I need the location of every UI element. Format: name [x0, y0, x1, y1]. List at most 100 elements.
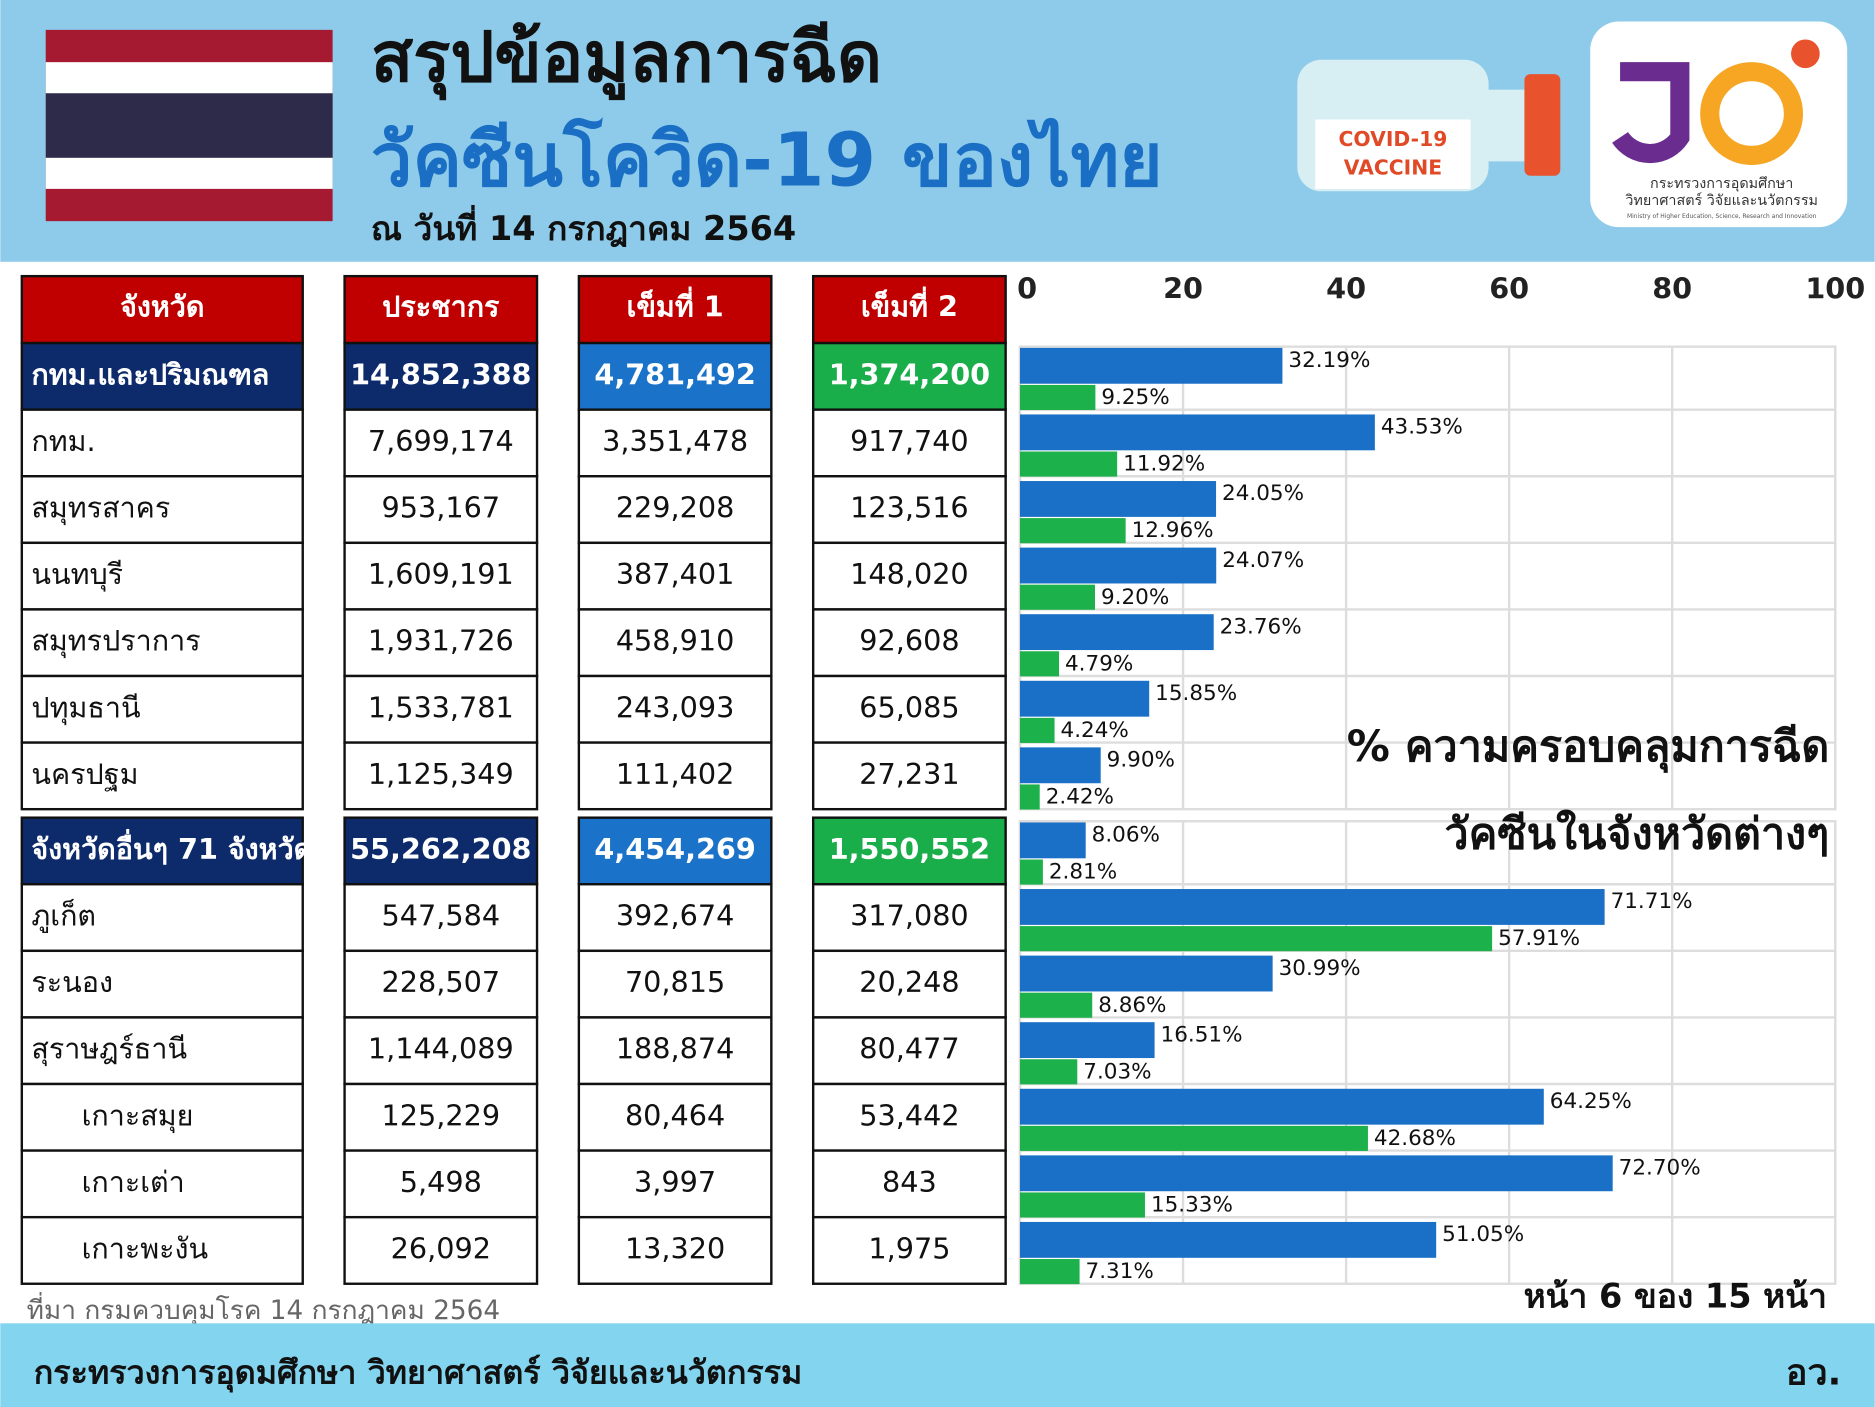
total-text: จังหวัดอื่นๆ 71 จังหวัด: [31, 828, 312, 866]
cell: [811, 408, 1007, 478]
cell: [20, 883, 304, 953]
bar: [1019, 384, 1096, 411]
cell-text: 148,020: [850, 557, 969, 591]
total-text: 1,550,552: [829, 832, 990, 866]
value-label: 2.81%: [1049, 860, 1117, 885]
cell-text: เกาะเต่า: [82, 1165, 185, 1199]
cell: [811, 608, 1007, 678]
bar: [1019, 1125, 1368, 1151]
total-cell: [577, 816, 773, 886]
cell: [811, 541, 1007, 611]
cell: [577, 883, 773, 953]
value-label: 7.31%: [1086, 1259, 1154, 1284]
cell-text: 92,608: [859, 624, 959, 658]
cell-text: นนทบุรี: [31, 557, 123, 592]
total-cell: [577, 341, 773, 411]
cell-text: 243,093: [616, 690, 735, 724]
value-label: 2.42%: [1046, 785, 1114, 810]
cell: [343, 1215, 539, 1285]
cell: [20, 1082, 304, 1152]
cell-text: 70,815: [625, 965, 725, 999]
value-label: 12.96%: [1132, 518, 1214, 543]
chart-title: % ความครอบคลุมการฉีด: [1347, 722, 1830, 774]
cell: [577, 408, 773, 478]
cell-text: 229,208: [616, 491, 735, 525]
cell-text: 3,351,478: [602, 424, 748, 458]
ministry-short: อว.: [1786, 1353, 1841, 1394]
value-label: 72.70%: [1619, 1156, 1701, 1181]
header-cell: [20, 274, 304, 345]
cell: [343, 475, 539, 545]
cell-text: ปทุมธานี: [31, 690, 140, 725]
bar: [1019, 584, 1095, 610]
total-cell: [20, 816, 304, 886]
footer-band: [0, 1323, 1875, 1407]
header-text: จังหวัด: [120, 289, 204, 323]
logo: กระทรวงการอุดมศึกษา วิทยาศาสตร์ วิจัยและ…: [1590, 21, 1848, 228]
bar: [1019, 1022, 1155, 1059]
bar: [1019, 992, 1093, 1018]
cell: [20, 949, 304, 1019]
value-label: 9.20%: [1101, 585, 1169, 610]
bar: [1019, 614, 1214, 651]
title-line1: สรุปข้อมูลการฉีด: [371, 18, 882, 101]
cell: [343, 608, 539, 678]
table: จังหวัด ประชากร เข็มที่ 1 เข็มที่ 2 กทม.และป…: [20, 274, 1007, 1285]
cell-text: 3,997: [634, 1165, 716, 1199]
bar: [1019, 414, 1375, 451]
cell: [20, 541, 304, 611]
cell: [811, 883, 1007, 953]
cell-text: เกาะสมุย: [82, 1098, 194, 1133]
badge-text: COVID-19: [1339, 127, 1448, 151]
value-label: 15.85%: [1155, 681, 1237, 706]
ministry: กระทรวงการอุดมศึกษา วิทยาศาสตร์ วิจัยและ…: [34, 1354, 803, 1394]
cell: [20, 408, 304, 478]
value-label: 8.86%: [1098, 993, 1166, 1018]
value-label: 9.90%: [1107, 748, 1175, 773]
cell-text: 1,931,726: [368, 624, 514, 658]
cell-text: 1,609,191: [368, 557, 514, 591]
page-number: หน้า 6 ของ 15 หน้า: [1524, 1277, 1827, 1316]
chart-title: วัคซีนในจังหวัดต่างๆ: [1444, 808, 1829, 859]
value-label: 7.03%: [1083, 1059, 1151, 1084]
bar: [1019, 955, 1273, 992]
header-text: เข็มที่ 1: [627, 285, 724, 323]
value-label: 8.06%: [1092, 823, 1160, 848]
cell: [577, 949, 773, 1019]
cell: [811, 1215, 1007, 1285]
cell: [811, 949, 1007, 1019]
value-label: 43.53%: [1381, 415, 1463, 440]
cell-text: สมุทรปราการ: [31, 624, 200, 659]
cell-text: 5,498: [400, 1165, 482, 1199]
cell-text: 125,229: [382, 1098, 501, 1132]
cell-text: 123,516: [850, 491, 969, 525]
cell-text: 65,085: [859, 690, 959, 724]
cell: [343, 741, 539, 811]
x-tick-label: 60: [1489, 271, 1529, 305]
cell-text: 317,080: [850, 899, 969, 933]
cell: [343, 883, 539, 953]
cell-text: 27,231: [859, 757, 959, 791]
cell: [343, 674, 539, 744]
header-cell: [577, 274, 773, 345]
value-label: 42.68%: [1374, 1126, 1456, 1151]
total-text: 1,374,200: [829, 357, 990, 391]
cell-text: ระนอง: [31, 965, 113, 999]
date: ณ วันที่ 14 กรกฎาคม 2564: [371, 204, 796, 248]
cell: [577, 541, 773, 611]
value-label: 15.33%: [1151, 1193, 1233, 1218]
cell-text: กทม.: [31, 424, 95, 458]
cell: [811, 1082, 1007, 1152]
value-label: 9.25%: [1101, 385, 1169, 410]
flag: [45, 29, 333, 222]
cell-text: 228,507: [382, 965, 501, 999]
value-label: 24.07%: [1222, 548, 1304, 573]
total-cell: [811, 816, 1007, 886]
title-line2: วัคซีนโควิด-19 ของไทย: [371, 116, 1163, 203]
cell: [343, 408, 539, 478]
x-tick-label: 0: [1017, 271, 1037, 305]
bar: [1019, 1088, 1544, 1125]
bar: [1019, 1259, 1080, 1285]
bar: [1019, 347, 1283, 384]
